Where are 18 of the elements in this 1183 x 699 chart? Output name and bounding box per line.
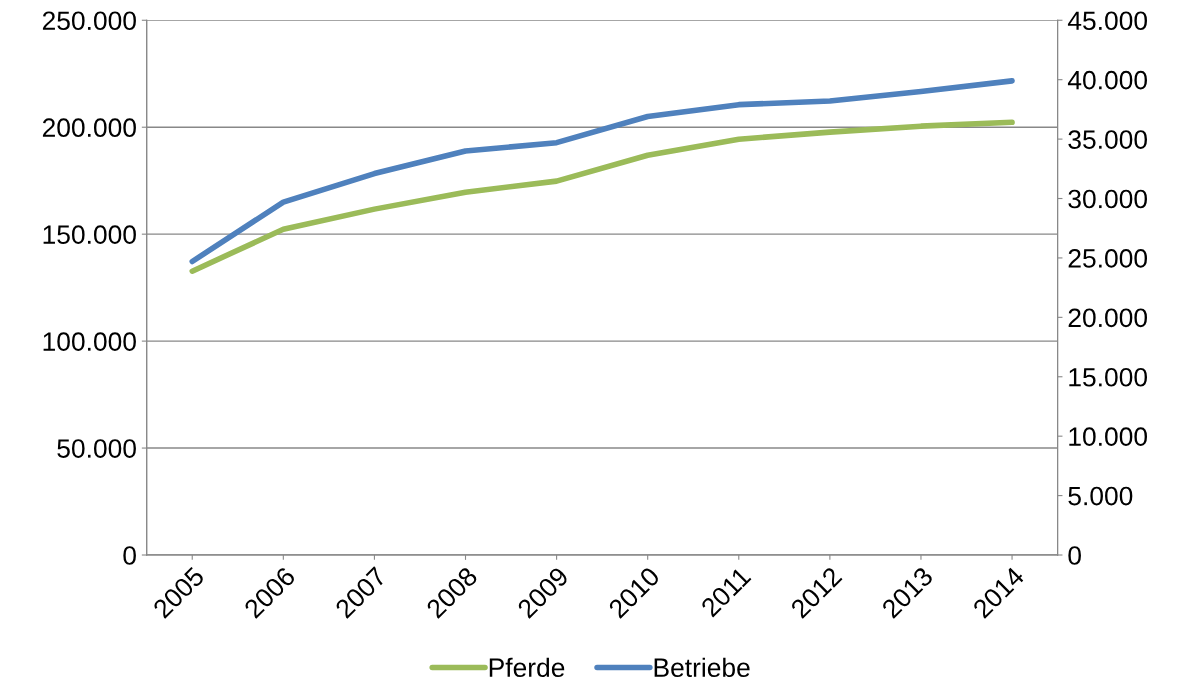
y-tick-label: 250.000 [42, 11, 136, 31]
y2-tick-label: 10.000 [1069, 427, 1147, 446]
y2-tick-label: 35.000 [1068, 130, 1147, 149]
legend-label: Pferde [489, 657, 565, 678]
y2-tick-label: 40.000 [1067, 70, 1147, 90]
y-tick-label: 150.000 [43, 225, 136, 244]
legend-label: Betriebe [654, 657, 750, 678]
y2-tick-label: 45.000 [1067, 11, 1147, 31]
y-tick-label: 100.000 [43, 332, 136, 351]
y2-tick-label: 0 [1068, 546, 1081, 565]
y2-tick-label: 15.000 [1069, 367, 1147, 387]
y2-tick-label: 5.000 [1068, 486, 1133, 506]
y2-tick-label: 30.000 [1068, 189, 1147, 209]
y2-tick-label: 20.000 [1068, 308, 1147, 328]
y2-tick-label: 25.000 [1068, 249, 1147, 268]
y-tick-label: 200.000 [42, 118, 136, 138]
y-tick-label: 0 [123, 546, 136, 565]
y-tick-label: 50.000 [57, 439, 136, 458]
